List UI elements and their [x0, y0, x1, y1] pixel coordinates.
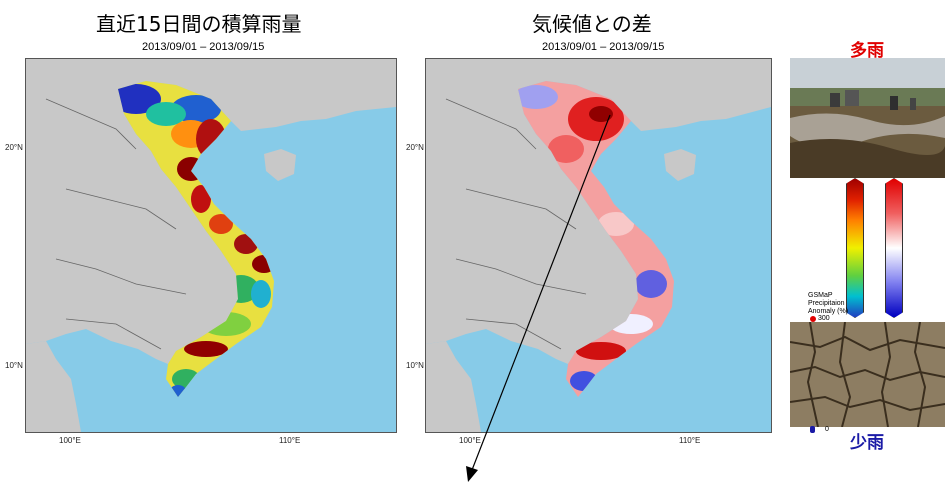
right-lon110-tick: 110°E: [679, 436, 701, 445]
left-map-svg: [26, 59, 396, 432]
left-rainfall-map: [25, 58, 397, 433]
flood-photo: [790, 58, 945, 178]
right-lat20-tick: 20°N: [406, 143, 424, 152]
drought-photo: [790, 322, 945, 427]
right-map-date-range: 2013/09/01 – 2013/09/15: [542, 41, 665, 53]
light-rain-label: 少雨: [850, 433, 884, 453]
right-lat10-tick: 10°N: [406, 361, 424, 370]
pointer-arrow: [466, 114, 611, 482]
legend-min-value: 0: [825, 426, 829, 433]
left-lat10-tick: 10°N: [5, 361, 23, 370]
right-anomaly-map: [425, 58, 772, 433]
left-lon100-tick: 100°E: [59, 436, 81, 445]
left-map-title: 直近15日間の積算雨量: [96, 12, 302, 36]
right-lon100-tick: 100°E: [459, 436, 481, 445]
legend-max-marker: [810, 316, 816, 322]
legend-max-value: 300: [818, 315, 830, 322]
right-map-svg: [426, 59, 771, 432]
legend-line-1: GSMaP: [808, 292, 833, 299]
left-lon110-tick: 110°E: [279, 436, 301, 445]
right-map-title: 気候値との差: [532, 12, 652, 36]
anomaly-colorbar: [885, 178, 903, 318]
left-map-date-range: 2013/09/01 – 2013/09/15: [142, 41, 265, 53]
left-lat20-tick: 20°N: [5, 143, 23, 152]
legend-caption: GSMaP Precipitaion Anomaly (%): [808, 292, 848, 316]
legend-line-3: Anomaly (%): [808, 308, 849, 315]
rainfall-colorbar: [846, 178, 864, 318]
heavy-rain-label: 多雨: [850, 41, 884, 61]
legend-line-2: Precipitaion: [808, 300, 845, 307]
legend-min-marker: [810, 426, 815, 433]
